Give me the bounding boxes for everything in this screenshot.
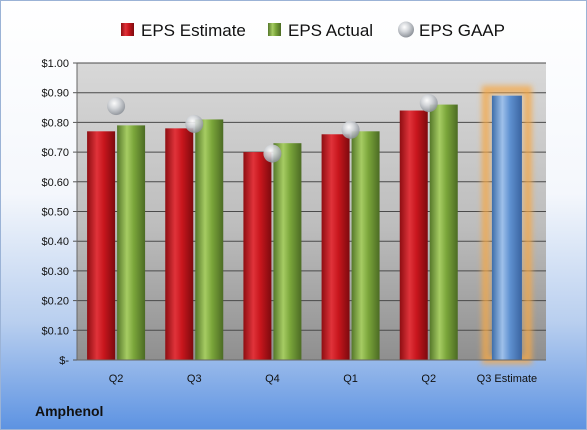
x-tick-label: Q2 — [421, 373, 436, 385]
eps-gaap-marker — [107, 97, 126, 116]
eps-estimate-bar — [399, 110, 428, 361]
y-tick-label: $0.90 — [41, 88, 69, 100]
eps-actual-bar — [429, 104, 458, 360]
eps-estimate-bar — [165, 128, 194, 360]
x-tick-label: Q3 Estimate — [477, 373, 538, 385]
legend-label: EPS Estimate — [141, 21, 246, 40]
eps-estimate-next-bar — [491, 95, 522, 361]
eps-estimate-bar — [243, 152, 272, 360]
legend-marker — [398, 21, 414, 38]
x-tick-label: Q4 — [265, 373, 280, 385]
eps-actual-bar — [117, 125, 146, 361]
y-tick-label: $1.00 — [41, 58, 69, 70]
legend-label: EPS Actual — [288, 21, 373, 40]
y-tick-label: $0.70 — [41, 147, 69, 159]
x-tick-label: Q3 — [187, 373, 202, 385]
y-tick-label: $0.30 — [41, 266, 69, 278]
eps-actual-bar — [273, 143, 302, 360]
eps-gaap-marker — [341, 120, 360, 139]
eps-gaap-marker — [419, 94, 438, 113]
eps-estimate-bar — [87, 131, 116, 360]
y-tick-label: $0.20 — [41, 296, 69, 308]
eps-estimate-bar — [321, 134, 350, 360]
company-name: Amphenol — [35, 403, 104, 419]
y-tick-label: $0.40 — [41, 236, 69, 248]
legend-swatch — [121, 23, 134, 36]
x-tick-label: Q2 — [109, 373, 124, 385]
y-tick-label: $0.10 — [41, 325, 69, 337]
legend-label: EPS GAAP — [419, 21, 505, 40]
y-tick-label: $0.60 — [41, 177, 69, 189]
y-tick-label: $0.50 — [41, 207, 69, 219]
eps-gaap-marker — [263, 144, 282, 163]
y-tick-label: $0.80 — [41, 117, 69, 129]
x-tick-label: Q1 — [343, 373, 358, 385]
eps-actual-bar — [195, 119, 224, 361]
y-tick-label: $- — [59, 355, 69, 367]
legend-swatch — [268, 23, 281, 36]
eps-gaap-marker — [185, 114, 204, 133]
eps-actual-bar — [351, 131, 380, 360]
